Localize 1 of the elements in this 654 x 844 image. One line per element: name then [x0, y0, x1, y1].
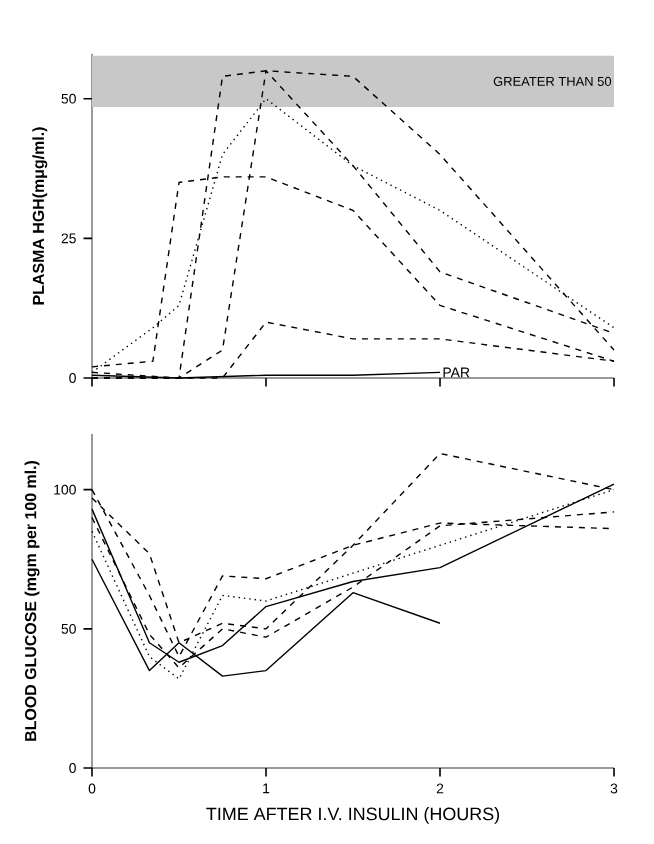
x-axis-title: TIME AFTER I.V. INSULIN (HOURS) — [206, 807, 500, 824]
